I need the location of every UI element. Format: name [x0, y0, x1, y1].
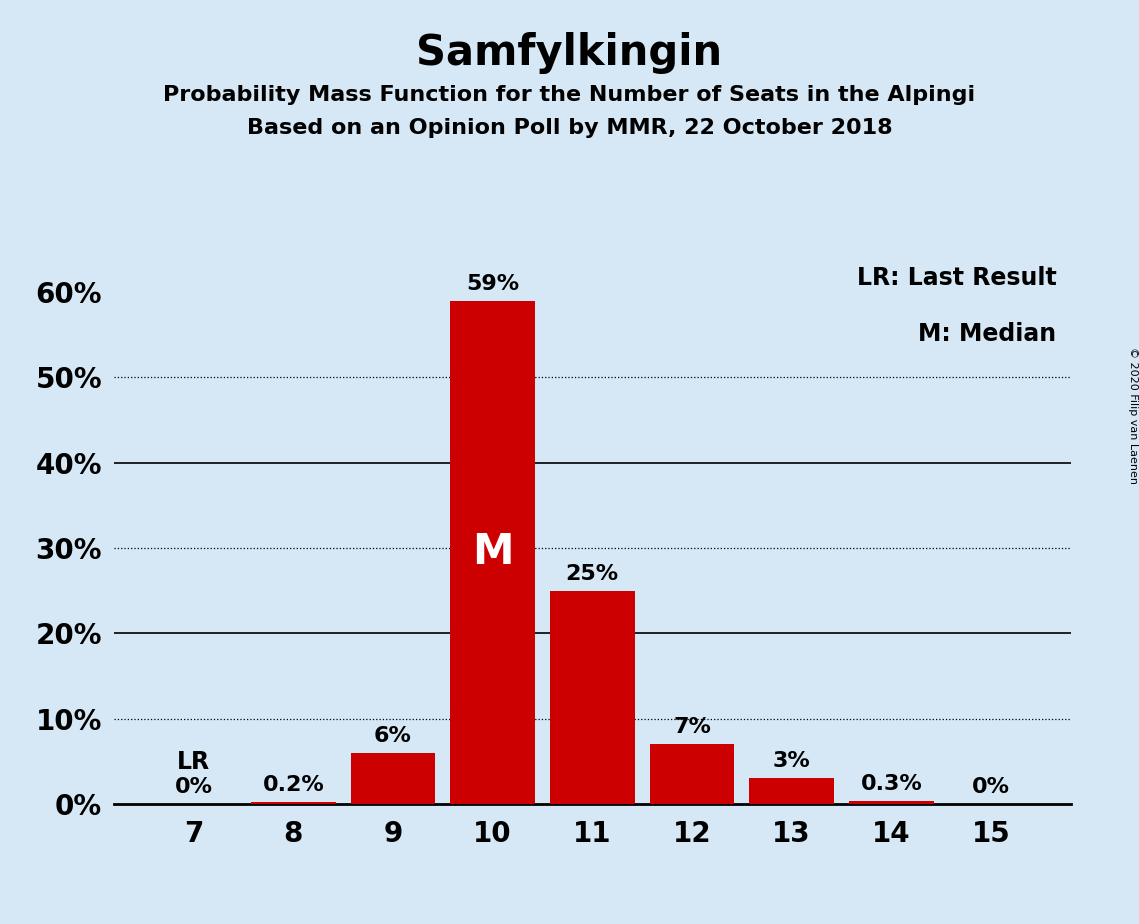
Text: Based on an Opinion Poll by MMR, 22 October 2018: Based on an Opinion Poll by MMR, 22 Octo… — [247, 118, 892, 139]
Bar — [450, 300, 535, 804]
Text: Samfylkingin: Samfylkingin — [417, 32, 722, 74]
Text: 0%: 0% — [174, 777, 213, 797]
Bar — [649, 744, 735, 804]
Text: 25%: 25% — [566, 564, 618, 584]
Text: LR: Last Result: LR: Last Result — [857, 266, 1056, 290]
Bar — [351, 753, 435, 804]
Text: 3%: 3% — [772, 751, 811, 772]
Text: M: M — [472, 531, 514, 573]
Bar — [849, 801, 934, 804]
Text: LR: LR — [177, 750, 211, 774]
Text: M: Median: M: Median — [918, 322, 1056, 346]
Text: 6%: 6% — [374, 726, 412, 746]
Text: © 2020 Filip van Laenen: © 2020 Filip van Laenen — [1129, 347, 1138, 484]
Bar — [251, 802, 336, 804]
Text: 0.3%: 0.3% — [860, 774, 923, 795]
Bar — [550, 590, 634, 804]
Text: 0%: 0% — [972, 777, 1010, 797]
Text: Probability Mass Function for the Number of Seats in the Alpingi: Probability Mass Function for the Number… — [163, 85, 976, 105]
Text: 59%: 59% — [466, 274, 519, 294]
Bar — [749, 778, 834, 804]
Text: 0.2%: 0.2% — [262, 775, 325, 796]
Text: 7%: 7% — [673, 717, 711, 737]
